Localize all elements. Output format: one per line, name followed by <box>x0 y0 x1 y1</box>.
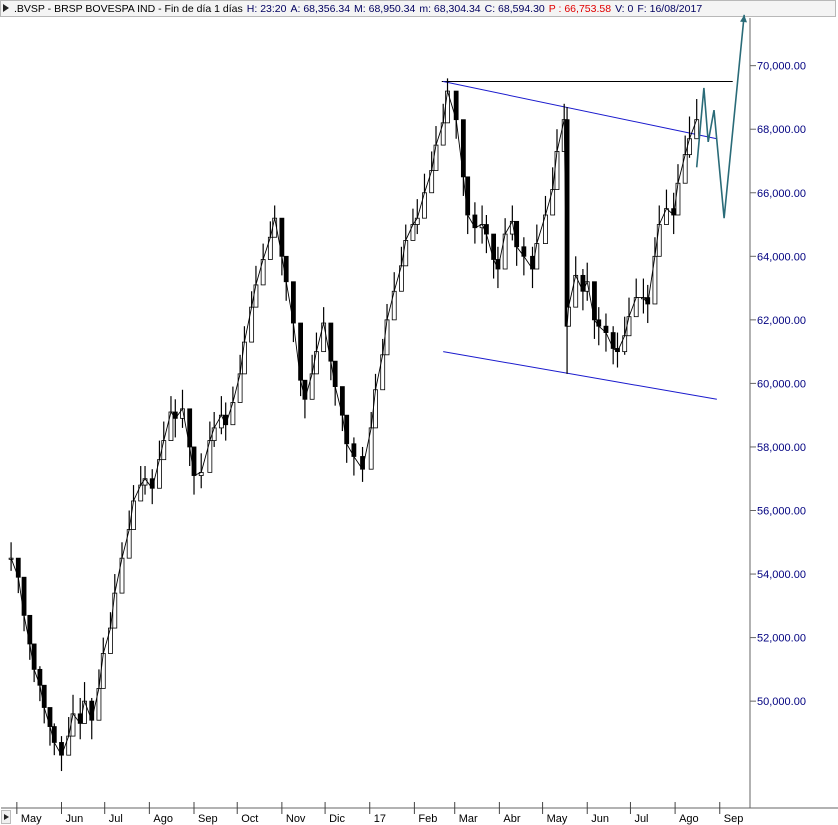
y-tick-label: 70,000.00 <box>757 61 806 73</box>
low-label: m: 68,304.34 <box>419 2 481 15</box>
price-candle-body <box>142 478 148 486</box>
y-tick-label: 58,000.00 <box>757 442 806 454</box>
y-tick-label: 66,000.00 <box>757 188 806 200</box>
y-tick-label: 68,000.00 <box>757 124 806 136</box>
x-tick-label: Sep <box>198 813 218 825</box>
price-candle-body <box>37 668 43 686</box>
close-label: C: 68,594.30 <box>484 2 545 15</box>
y-tick-label: 64,000.00 <box>757 251 806 263</box>
date-label: F: 16/08/2017 <box>637 2 703 15</box>
x-tick-label: May <box>547 813 568 825</box>
symbol-label: .BVSP - BRSP BOVESPA IND - Fin de día 1 … <box>14 2 243 15</box>
menu-arrow-icon[interactable] <box>1 1 11 16</box>
channel-upper-line <box>443 81 717 140</box>
x-tick-label: Sep <box>724 813 744 825</box>
price-candle-body <box>253 284 259 308</box>
volume-label: V: 0 <box>615 2 634 15</box>
price-candle-body <box>70 713 76 737</box>
price-candle-body <box>27 614 33 645</box>
price-candle-body <box>675 182 681 216</box>
x-tick-label: Feb <box>418 813 437 825</box>
price-candle-body <box>403 240 409 267</box>
price-candle-body <box>694 119 700 140</box>
high-label: M: 68,950.34 <box>354 2 416 15</box>
x-tick-label: 17 <box>374 813 386 825</box>
price-candle-body <box>161 440 167 461</box>
price-candle-body <box>302 379 308 400</box>
price-candle-body <box>283 255 289 283</box>
price-candle-body <box>314 351 319 375</box>
x-tick-label: May <box>21 813 42 825</box>
y-tick-label: 56,000.00 <box>757 506 806 518</box>
x-tick-label: Ago <box>679 813 699 825</box>
price-candle-body <box>554 151 560 190</box>
x-tick-label: Jul <box>109 813 123 825</box>
y-tick-label: 52,000.00 <box>757 633 806 645</box>
y-tick-label: 54,000.00 <box>757 569 806 581</box>
price-candle-body <box>31 643 37 670</box>
price-candle-body <box>100 653 106 689</box>
x-tick-label: Nov <box>286 813 306 825</box>
price-candle-body <box>534 243 540 270</box>
projection-arrowhead <box>740 14 747 23</box>
price-candle-body <box>41 684 47 708</box>
x-tick-label: Dic <box>329 813 345 825</box>
price-candle-body <box>384 319 390 356</box>
price-candle-body <box>332 360 338 387</box>
x-tick-label: Ago <box>153 813 173 825</box>
prev-label: P : 66,753.58 <box>548 2 612 15</box>
price-candle-body <box>414 217 420 225</box>
projection-path <box>695 14 745 219</box>
price-candle-body <box>596 319 602 327</box>
x-tick-label: Mar <box>459 813 478 825</box>
price-candle-body <box>373 389 378 429</box>
channel-lower-line <box>443 351 717 400</box>
y-tick-label: 60,000.00 <box>757 378 806 390</box>
price-candle-body <box>433 144 439 171</box>
price-candle-body <box>687 138 692 156</box>
price-candle-body <box>47 707 53 727</box>
price-candle-body <box>242 341 247 375</box>
price-candle-body <box>21 576 27 616</box>
x-tick-label: Jun <box>65 813 83 825</box>
price-candle-body <box>484 224 489 235</box>
price-candle-body <box>51 726 57 743</box>
scroll-left-icon[interactable] <box>1 810 11 824</box>
price-candle-body <box>172 411 178 419</box>
price-close-line <box>10 90 698 757</box>
x-tick-label: Oct <box>241 813 258 825</box>
price-candle-body <box>131 500 136 530</box>
x-tick-label: Jul <box>634 813 648 825</box>
y-tick-label: 62,000.00 <box>757 315 806 327</box>
price-candle-body <box>626 316 632 337</box>
x-tick-label: Abr <box>503 813 520 825</box>
price-candle-body <box>211 427 217 441</box>
y-tick-label: 50,000.00 <box>757 696 806 708</box>
price-candle-body <box>465 176 471 216</box>
price-candle-body <box>344 414 350 445</box>
x-tick-label: Jun <box>591 813 609 825</box>
price-candle-body <box>191 446 197 476</box>
price-candle-body <box>112 592 118 629</box>
open-label: A: 68,356.34 <box>290 2 351 15</box>
price-candle-body <box>656 224 662 257</box>
time-label: H: 23:20 <box>246 2 287 15</box>
price-candle-body <box>514 220 520 248</box>
chart-header: .BVSP - BRSP BOVESPA IND - Fin de día 1 … <box>0 0 836 17</box>
